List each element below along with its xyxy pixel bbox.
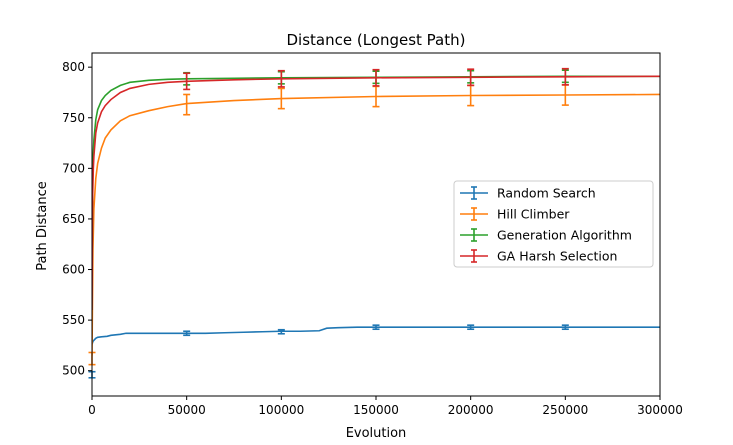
x-tick-label: 0 (88, 403, 96, 417)
error-bar (183, 330, 191, 337)
x-tick-label: 250000 (542, 403, 588, 417)
y-tick-label: 550 (62, 313, 85, 327)
x-tick-label: 150000 (353, 403, 399, 417)
x-tick-label: 300000 (637, 403, 683, 417)
y-tick-label: 700 (62, 161, 85, 175)
error-bar (183, 93, 191, 116)
y-tick-label: 750 (62, 111, 85, 125)
y-tick-label: 650 (62, 212, 85, 226)
legend-label: Generation Algorithm (497, 228, 632, 243)
error-bar (372, 324, 380, 331)
legend-entry: Generation Algorithm (460, 228, 632, 243)
x-tick-label: 100000 (258, 403, 304, 417)
error-bar (372, 68, 380, 87)
legend: Random Search Hill Climber Generation Algo… (453, 180, 654, 268)
plot-area: 0 50000 100000 150000 200000 250000 300000 500 5… (62, 52, 683, 417)
error-bar (277, 69, 285, 88)
y-tick-label: 600 (62, 263, 85, 277)
error-bar (467, 324, 475, 331)
y-tick-label: 500 (62, 364, 85, 378)
legend-entry: GA Harsh Selection (460, 249, 617, 264)
legend-box (453, 180, 654, 268)
legend-label: Random Search (497, 186, 596, 201)
legend-label: Hill Climber (497, 207, 570, 222)
legend-entry: Hill Climber (460, 207, 570, 222)
legend-entry: Random Search (460, 186, 596, 201)
y-axis-label: Path Distance (35, 181, 50, 271)
error-bar (561, 67, 569, 86)
error-bar (277, 87, 285, 110)
x-axis-label: Evolution (346, 426, 407, 441)
x-tick-label: 200000 (448, 403, 494, 417)
error-bar (467, 68, 475, 87)
y-tick-label: 800 (62, 60, 85, 74)
legend-label: GA Harsh Selection (497, 249, 617, 264)
series-line-0 (92, 326, 660, 345)
chart-title: Distance (Longest Path) (286, 31, 465, 49)
x-tick-label: 50000 (168, 403, 206, 417)
error-bar (183, 72, 191, 91)
series-line-3 (92, 75, 660, 311)
error-bar (277, 328, 285, 335)
error-bar (561, 324, 569, 331)
